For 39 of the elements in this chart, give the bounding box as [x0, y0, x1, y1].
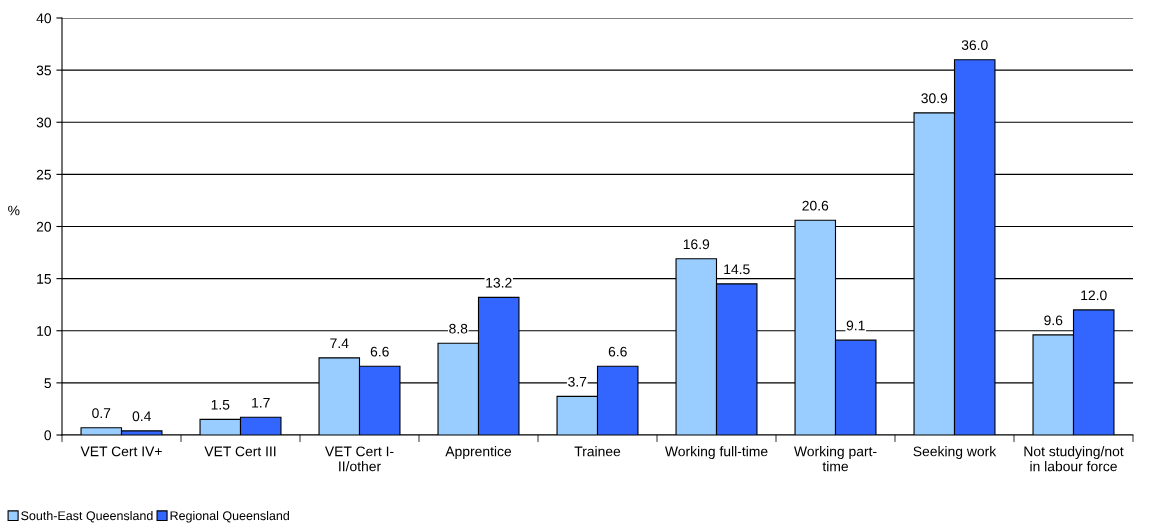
data-label: 1.5	[211, 399, 230, 410]
data-label: 7.4	[330, 338, 349, 349]
data-label: 30.9	[921, 93, 948, 104]
x-tick-label: Not studying/not in labour force	[1024, 446, 1124, 472]
x-tick-label: Working part- time	[794, 446, 877, 472]
y-tick-label: 15	[37, 274, 51, 284]
y-tick-label: 35	[36, 65, 51, 76]
y-tick-label: 20	[36, 221, 52, 232]
data-label: 1.7	[252, 397, 270, 408]
data-label: 14.5	[724, 264, 750, 275]
data-label: 16.9	[683, 239, 710, 250]
y-axis-title: %	[8, 205, 20, 216]
data-label: 3.7	[568, 376, 587, 387]
data-label: 8.8	[449, 323, 468, 334]
data-label: 6.6	[370, 346, 389, 357]
legend-label: South-East Queensland	[21, 510, 153, 523]
data-label: 0.7	[92, 408, 111, 419]
y-tick-label: 0	[44, 430, 52, 441]
x-tick-label: Working full-time	[664, 446, 768, 460]
data-label: 36.0	[961, 40, 988, 51]
y-tick-label: 40	[36, 13, 52, 24]
x-tick-label: VET Cert III	[204, 446, 276, 457]
x-tick-label: VET Cert IV+	[80, 446, 162, 457]
x-tick-label: Apprentice	[445, 446, 512, 460]
x-tick-label: Trainee	[574, 446, 621, 457]
y-tick-label: 25	[36, 169, 51, 180]
x-tick-label: Seeking work	[913, 446, 997, 460]
data-label: 0.4	[132, 411, 151, 422]
data-label: 9.1	[846, 320, 865, 331]
legend-label: Regional Queensland	[170, 510, 289, 523]
y-tick-label: 10	[37, 326, 52, 336]
data-label: 6.6	[608, 346, 627, 357]
data-label: 9.6	[1044, 315, 1063, 326]
x-tick-label: VET Cert I- II/other	[324, 446, 394, 472]
data-label: 13.2	[486, 277, 512, 288]
y-tick-label: 5	[44, 378, 51, 389]
data-label: 12.0	[1081, 290, 1107, 301]
data-label: 20.6	[802, 200, 829, 211]
y-tick-label: 30	[36, 117, 52, 128]
